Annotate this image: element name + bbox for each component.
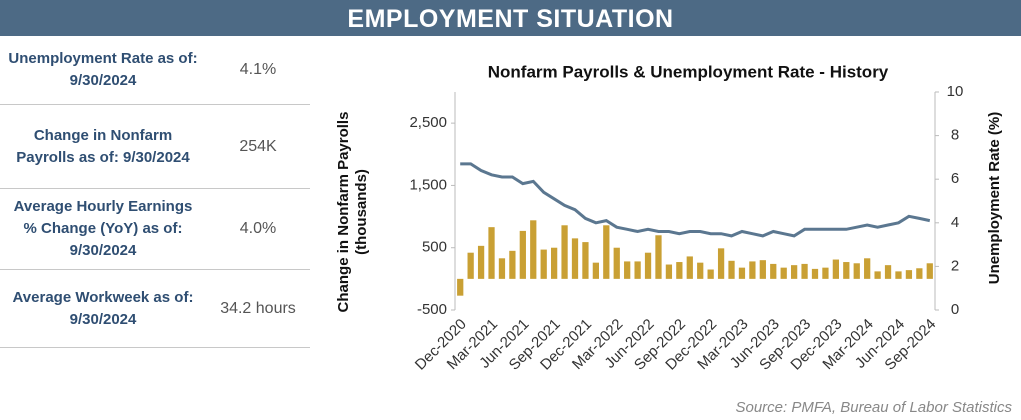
bar (697, 262, 704, 279)
bar (728, 260, 735, 279)
bar (655, 235, 662, 279)
bar (519, 230, 526, 279)
y2-axis-label: Unemployment Rate (%) (986, 112, 1003, 285)
metric-value: 4.0% (239, 220, 277, 237)
metric-row: Average Hourly Earnings % Change (YoY) a… (0, 189, 310, 270)
bar (467, 252, 474, 279)
bar (791, 265, 798, 279)
bar (551, 247, 558, 279)
bar (780, 267, 787, 279)
line (460, 162, 931, 238)
bar (540, 249, 547, 279)
bar (905, 270, 913, 279)
metric-label: Change in Nonfarm Payrolls as of: 9/30/2… (16, 126, 190, 166)
y-tick-label: 1,500 (409, 176, 447, 193)
bar (770, 263, 777, 279)
bar (582, 242, 589, 279)
bar (822, 267, 829, 279)
bar (498, 258, 506, 279)
y2-tick-label: 0 (951, 301, 959, 318)
y-tick-label: 2,500 (409, 114, 447, 131)
bar (811, 268, 819, 279)
y2-tick-label: 8 (951, 127, 959, 144)
bar (843, 262, 850, 279)
metric-value: 34.2 hours (220, 299, 296, 317)
bar (707, 269, 714, 279)
y2-tick-label: 4 (951, 214, 959, 231)
metric-label: Average Workweek as of: 9/30/2024 (12, 288, 194, 328)
bar (895, 271, 902, 279)
header-title: EMPLOYMENT SITUATION (0, 0, 1021, 36)
y-tick-label: 500 (422, 239, 447, 256)
bar (864, 258, 871, 279)
metric-row: Average Workweek as of: 9/30/2024 34.2 ho… (0, 270, 310, 348)
bar (603, 225, 610, 279)
bar (686, 256, 693, 279)
metric-row: Unemployment Rate as of: 9/30/2024 4.1% (0, 36, 310, 105)
y2-tick-label: 6 (951, 170, 959, 187)
metric-label: Average Hourly Earnings % Change (YoY) a… (13, 198, 193, 259)
bar (644, 252, 652, 279)
bar (561, 225, 568, 279)
metric-label: Unemployment Rate as of: 9/30/2024 (8, 50, 198, 89)
bar (592, 262, 599, 279)
metric-row: Change in Nonfarm Payrolls as of: 9/30/2… (0, 105, 310, 189)
bar (853, 263, 860, 279)
y-axis-label: (thousands) (353, 169, 370, 255)
bar (916, 268, 923, 279)
bar (738, 267, 746, 279)
bar (571, 238, 579, 279)
chart-title: Nonfarm Payrolls & Unemployment Rate - H… (488, 62, 889, 81)
y2-tick-label: 2 (951, 257, 959, 274)
bar (759, 260, 766, 279)
bar (832, 259, 839, 279)
bar (509, 250, 516, 279)
bar (488, 227, 495, 279)
y-tick-label: -500 (417, 301, 447, 318)
bar (634, 261, 641, 279)
metric-value: 254K (239, 137, 277, 155)
metric-value: 4.1% (239, 61, 277, 78)
bar (613, 247, 620, 279)
bar (457, 278, 464, 296)
bar (624, 261, 631, 279)
bar (717, 248, 725, 279)
y-axis-label: Change in Nonfarm Payrolls (335, 112, 352, 313)
metrics-table: Unemployment Rate as of: 9/30/2024 4.1% C… (0, 36, 310, 348)
y2-tick-label: 10 (947, 83, 964, 100)
bar (884, 265, 892, 279)
source-note: Source: PMFA, Bureau of Labor Statistics (735, 399, 1012, 416)
bar (665, 264, 673, 279)
bar (874, 271, 881, 279)
bar (749, 261, 756, 279)
bar (530, 220, 537, 279)
bar (801, 263, 808, 279)
bar (926, 263, 933, 279)
bar (477, 245, 485, 279)
bar (676, 262, 683, 279)
